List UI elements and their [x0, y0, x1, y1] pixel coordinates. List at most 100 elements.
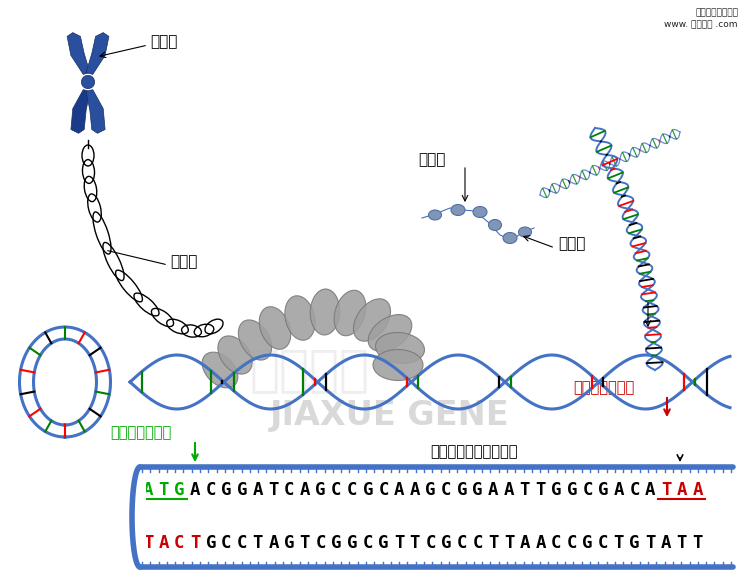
Ellipse shape — [375, 332, 424, 363]
Text: T: T — [253, 534, 263, 552]
Text: 蛋白质合成结束: 蛋白质合成结束 — [573, 381, 635, 395]
Text: C: C — [284, 481, 294, 499]
Text: 染色质: 染色质 — [170, 255, 198, 269]
Text: C: C — [378, 481, 389, 499]
Text: G: G — [598, 481, 609, 499]
Ellipse shape — [239, 320, 272, 360]
Text: A: A — [504, 481, 514, 499]
Text: T: T — [143, 534, 153, 552]
Polygon shape — [71, 89, 90, 133]
Circle shape — [81, 75, 94, 89]
Text: A: A — [519, 534, 530, 552]
Text: JIAXUE GENE: JIAXUE GENE — [270, 398, 510, 432]
Text: G: G — [583, 534, 593, 552]
Text: G: G — [551, 481, 562, 499]
Text: A: A — [645, 481, 655, 499]
Text: 互补配对的碱基因序列: 互补配对的碱基因序列 — [430, 444, 518, 460]
Text: A: A — [614, 481, 624, 499]
Text: T: T — [190, 534, 201, 552]
Text: G: G — [567, 481, 577, 499]
Text: G: G — [331, 534, 342, 552]
Text: C: C — [629, 481, 640, 499]
Text: A: A — [677, 481, 687, 499]
Text: G: G — [237, 481, 247, 499]
Text: A: A — [661, 534, 672, 552]
Text: T: T — [692, 534, 703, 552]
Text: C: C — [221, 534, 232, 552]
Text: C: C — [174, 534, 185, 552]
Text: G: G — [174, 481, 185, 499]
Text: 染色体: 染色体 — [150, 34, 178, 50]
Ellipse shape — [429, 210, 441, 220]
Ellipse shape — [259, 307, 291, 349]
Text: G: G — [316, 481, 326, 499]
Ellipse shape — [218, 336, 252, 374]
Text: T: T — [519, 481, 530, 499]
Text: A: A — [299, 481, 311, 499]
Text: C: C — [206, 481, 216, 499]
Ellipse shape — [334, 290, 366, 336]
Text: 核小体: 核小体 — [558, 237, 585, 252]
Text: G: G — [206, 534, 216, 552]
Text: G: G — [378, 534, 389, 552]
Text: A: A — [143, 481, 153, 499]
Ellipse shape — [311, 289, 340, 335]
Text: G: G — [473, 481, 483, 499]
Text: T: T — [158, 481, 169, 499]
Text: G: G — [425, 481, 436, 499]
Text: C: C — [598, 534, 609, 552]
Text: 组蛋白: 组蛋白 — [418, 152, 445, 168]
Text: A: A — [535, 534, 546, 552]
Text: C: C — [316, 534, 326, 552]
Text: G: G — [347, 534, 357, 552]
Text: A: A — [409, 481, 420, 499]
Text: C: C — [457, 534, 467, 552]
Text: A: A — [158, 534, 169, 552]
Text: G: G — [363, 481, 373, 499]
Text: www. 基因解码 .com: www. 基因解码 .com — [664, 20, 738, 29]
Text: T: T — [409, 534, 420, 552]
Text: G: G — [457, 481, 467, 499]
Text: 佳学基因解码图例: 佳学基因解码图例 — [695, 8, 738, 17]
Ellipse shape — [519, 227, 531, 237]
Text: T: T — [299, 534, 311, 552]
Ellipse shape — [369, 315, 412, 352]
Text: C: C — [363, 534, 373, 552]
Ellipse shape — [202, 352, 238, 388]
Polygon shape — [67, 33, 90, 74]
Ellipse shape — [473, 207, 487, 217]
Polygon shape — [86, 89, 105, 133]
Text: T: T — [614, 534, 624, 552]
Text: T: T — [268, 481, 279, 499]
Text: T: T — [677, 534, 687, 552]
Text: C: C — [237, 534, 247, 552]
Text: C: C — [441, 481, 452, 499]
Text: G: G — [221, 481, 232, 499]
Text: T: T — [661, 481, 672, 499]
Polygon shape — [86, 33, 109, 74]
Text: C: C — [551, 534, 562, 552]
Text: C: C — [567, 534, 577, 552]
Text: 佳学基因: 佳学基因 — [250, 346, 370, 394]
Ellipse shape — [451, 204, 465, 215]
Text: A: A — [394, 481, 404, 499]
Text: 开始合成蛋白质: 开始合成蛋白质 — [110, 426, 171, 440]
Text: G: G — [629, 534, 640, 552]
Text: T: T — [535, 481, 546, 499]
Ellipse shape — [488, 220, 502, 231]
Text: A: A — [488, 481, 499, 499]
Ellipse shape — [285, 296, 315, 340]
Text: C: C — [473, 534, 483, 552]
Text: T: T — [394, 534, 404, 552]
Text: C: C — [425, 534, 436, 552]
Text: T: T — [504, 534, 514, 552]
Text: C: C — [347, 481, 357, 499]
Text: G: G — [284, 534, 294, 552]
Text: A: A — [692, 481, 703, 499]
Text: A: A — [190, 481, 201, 499]
Text: T: T — [645, 534, 655, 552]
Text: T: T — [488, 534, 499, 552]
Ellipse shape — [503, 232, 517, 244]
Text: C: C — [331, 481, 342, 499]
Text: G: G — [441, 534, 452, 552]
